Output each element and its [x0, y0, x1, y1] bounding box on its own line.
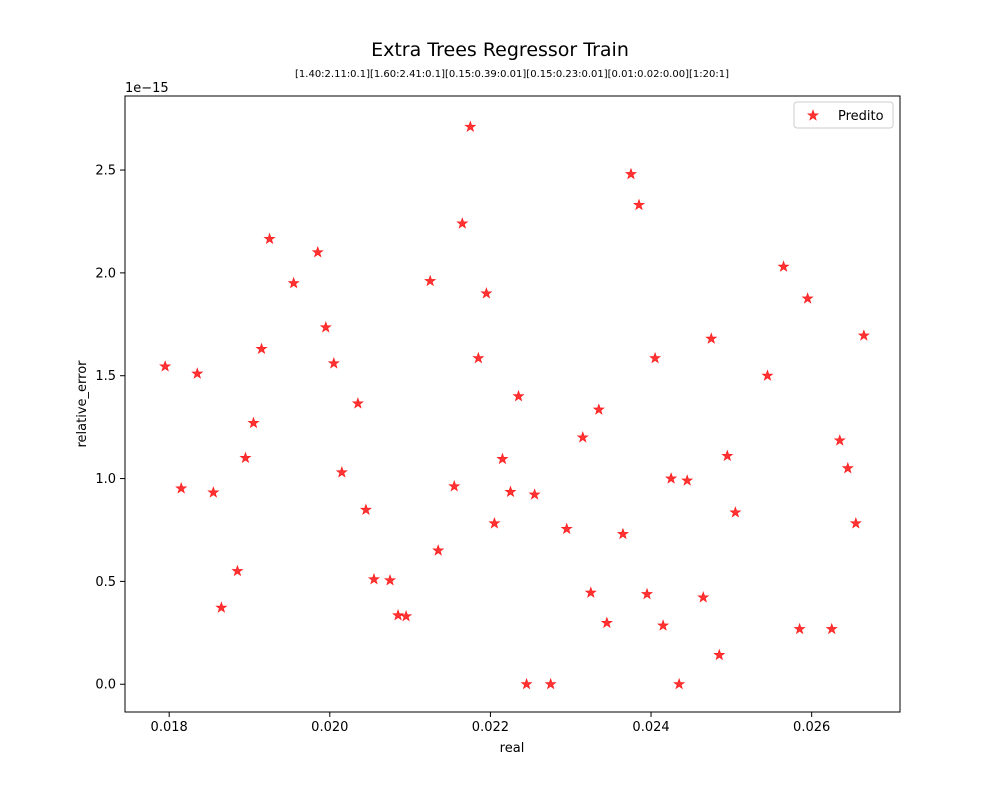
data-point — [624, 167, 638, 180]
data-point — [231, 564, 244, 577]
x-tick-label: 0.024 — [632, 720, 669, 735]
data-point — [777, 260, 790, 272]
data-point — [311, 245, 324, 258]
y-axis-label: relative_error — [75, 360, 90, 448]
data-point — [504, 485, 517, 498]
data-point — [833, 434, 846, 446]
data-point — [632, 198, 646, 211]
data-point — [448, 479, 461, 492]
x-tick-label: 0.022 — [472, 720, 509, 735]
data-point — [464, 120, 477, 133]
chart-title: Extra Trees Regressor Train — [371, 39, 629, 61]
data-point — [239, 451, 252, 464]
data-point — [697, 591, 710, 603]
y-tick-label: 1.5 — [95, 369, 116, 384]
data-point — [600, 616, 613, 629]
plot-frame — [124, 95, 901, 713]
legend-label: Predito — [838, 109, 884, 124]
data-point — [456, 217, 469, 229]
data-point — [391, 608, 405, 621]
data-point — [512, 389, 525, 402]
x-tick-label: 0.020 — [311, 720, 348, 735]
data-point — [215, 601, 228, 613]
data-point — [480, 287, 493, 299]
chart-subtitle: [1.40:2.11:0.1][1.60:2.41:0.1][0.15:0.39… — [295, 69, 729, 80]
data-point — [713, 648, 726, 661]
data-point — [399, 609, 413, 622]
x-tick-label: 0.026 — [793, 720, 830, 735]
data-point — [175, 482, 188, 494]
y-tick-label: 0.0 — [95, 678, 116, 693]
data-point — [319, 320, 332, 333]
y-tick-label: 2.0 — [95, 266, 116, 281]
data-point — [729, 506, 742, 518]
ticks: 0.018 0.020 0.022 0.024 0.026 0.0 0.5 1.0 1.5 2.0… — [95, 164, 830, 735]
legend-marker-icon — [806, 109, 820, 121]
data-point — [849, 516, 862, 529]
data-point — [648, 351, 662, 364]
data-point — [584, 586, 597, 598]
data-point — [705, 332, 718, 344]
data-point — [544, 677, 557, 690]
data-point — [616, 527, 630, 540]
data-point — [432, 544, 445, 556]
data-point — [472, 351, 485, 364]
y-tick-label: 2.5 — [95, 164, 116, 179]
data-point — [528, 488, 541, 500]
data-point — [825, 622, 838, 635]
data-point — [721, 449, 734, 462]
data-point — [191, 367, 204, 379]
data-point — [857, 329, 870, 341]
data-points — [159, 120, 870, 690]
data-point — [560, 522, 573, 535]
data-point — [793, 622, 806, 635]
data-point — [255, 342, 268, 355]
data-point — [761, 369, 774, 381]
data-point — [681, 474, 694, 486]
y-tick-label: 0.5 — [95, 575, 116, 590]
data-point — [359, 503, 373, 516]
data-point — [665, 472, 678, 484]
data-point — [496, 452, 509, 465]
data-point — [424, 274, 437, 287]
x-tick-label: 0.018 — [151, 720, 188, 735]
legend-box — [793, 101, 894, 129]
legend-star-icon — [806, 109, 820, 121]
data-point — [159, 360, 172, 372]
data-point — [673, 677, 686, 690]
data-point — [640, 587, 654, 600]
data-point — [576, 431, 589, 443]
y-offset-label: 1e−15 — [125, 81, 169, 96]
data-point — [656, 619, 670, 631]
data-point — [841, 461, 854, 474]
legend: Predito — [793, 101, 894, 129]
data-point — [592, 403, 605, 415]
data-point — [287, 276, 300, 289]
data-point — [488, 516, 501, 529]
x-axis-label: real — [500, 741, 525, 756]
data-point — [263, 232, 276, 245]
data-point — [351, 397, 364, 409]
data-point — [520, 677, 533, 690]
data-point — [207, 486, 220, 498]
y-tick-label: 1.0 — [95, 472, 116, 487]
data-point — [247, 416, 260, 429]
data-point — [801, 292, 814, 304]
data-point — [327, 356, 340, 369]
data-point — [367, 572, 381, 585]
data-point — [335, 465, 348, 478]
data-point — [383, 573, 397, 586]
